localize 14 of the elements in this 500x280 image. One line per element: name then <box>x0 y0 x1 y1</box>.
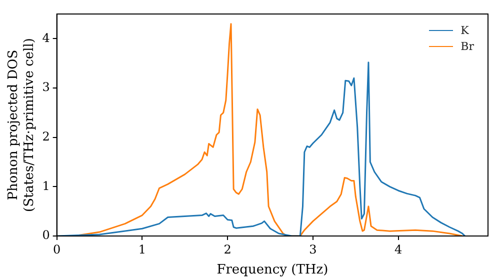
y-tick-label: 4 <box>42 30 50 45</box>
y-tick-label: 0 <box>42 228 50 242</box>
x-tick-label: 4 <box>394 242 403 256</box>
y-axis-title: Phonon projected DOS (States/THz·primitive cell) <box>6 38 37 212</box>
x-tick-label: 1 <box>138 242 146 256</box>
x-tick-label: 2 <box>224 242 232 256</box>
y-tick-label: 1 <box>42 178 50 193</box>
legend-label: K <box>460 24 469 36</box>
x-tick-label: 3 <box>309 242 317 256</box>
x-axis-title: Frequency (THz) <box>216 262 328 278</box>
y-tick-label: 3 <box>42 80 50 94</box>
x-tick-label: 0 <box>53 242 61 256</box>
legend-label: Br <box>460 40 474 52</box>
y-tick-label: 2 <box>42 129 50 144</box>
